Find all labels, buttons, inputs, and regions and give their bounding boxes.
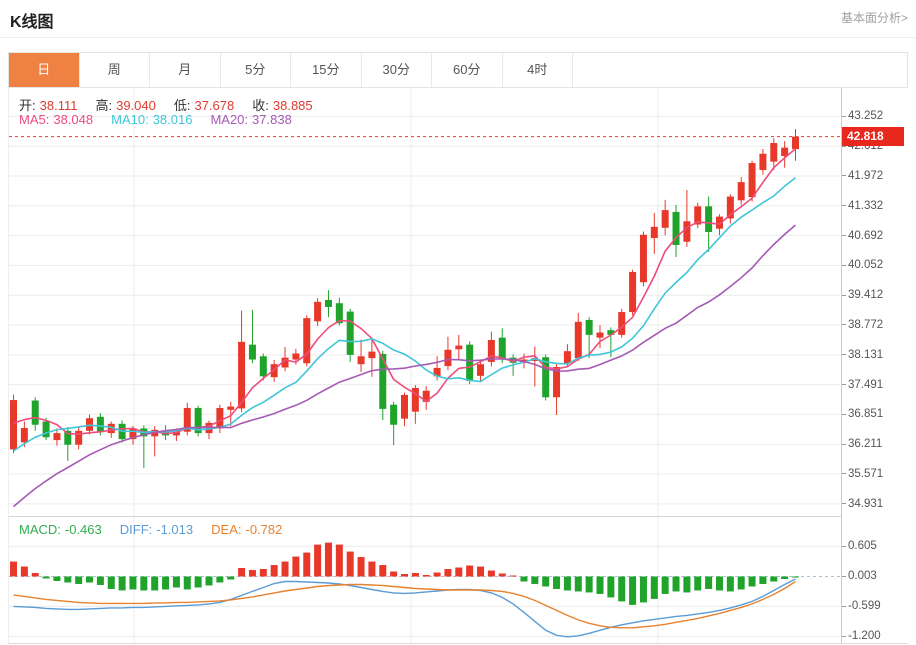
price-axis: 43.252 42.612 41.972 41.332 40.692 40.052 39.4… — [841, 88, 909, 643]
period-tab-0[interactable]: 日 — [9, 53, 80, 87]
fundamental-analysis-link[interactable]: 基本面分析> — [840, 11, 908, 25]
axis-tick-main-7: 38.772 — [842, 319, 883, 331]
axis-tick-main-4: 40.692 — [842, 230, 883, 242]
axis-tick-main-8: 38.131 — [842, 349, 883, 361]
ma-row-ma20: MA20: 37.838 — [210, 112, 292, 127]
axis-tick-main-11: 36.211 — [842, 438, 882, 450]
macd-plot — [9, 517, 841, 643]
axis-tick-macd-2: -0.599 — [842, 600, 881, 612]
axis-tick-main-6: 39.412 — [842, 289, 883, 301]
ohlc-row-open: 开: 38.111 — [19, 98, 78, 113]
axis-tick-main-2: 41.972 — [842, 170, 883, 182]
period-tab-3[interactable]: 5分 — [220, 53, 291, 87]
macd-row-diff: DIFF: -1.013 — [119, 522, 194, 537]
axis-tick-macd-0: 0.605 — [842, 540, 877, 552]
candlestick-plot — [9, 88, 841, 516]
ma-row-ma10: MA10: 38.016 — [111, 112, 193, 127]
main-chart-canvas[interactable]: 开: 38.111 高: 39.040 低: 37.678 收: 38.885 MA5: 38.… — [9, 88, 841, 516]
macd-chart-canvas[interactable]: MACD: -0.463 DIFF: -1.013 DEA: -0.782 — [9, 517, 841, 643]
macd-row-macd: MACD: -0.463 — [19, 522, 102, 537]
period-tab-2[interactable]: 月 — [150, 53, 221, 87]
axis-tick-macd-1: 0.003 — [842, 570, 877, 582]
axis-tick-main-12: 35.571 — [842, 468, 883, 480]
period-tab-5[interactable]: 30分 — [361, 53, 432, 87]
ma-legend: MA5: 38.048 MA10: 38.016 MA20: 37.838 — [19, 112, 310, 127]
axis-tick-main-13: 34.931 — [842, 498, 883, 510]
macd-row-dea: DEA: -0.782 — [211, 522, 283, 537]
period-tab-1[interactable]: 周 — [79, 53, 150, 87]
axis-tick-main-9: 37.491 — [842, 379, 883, 391]
axis-tick-main-10: 36.851 — [842, 408, 883, 420]
page-title: K线图 — [10, 14, 54, 31]
period-tab-7[interactable]: 4时 — [502, 53, 573, 87]
period-tab-6[interactable]: 60分 — [432, 53, 503, 87]
axis-tick-main-5: 40.052 — [842, 259, 883, 271]
axis-tick-macd-3: -1.200 — [842, 630, 881, 642]
period-tabbar: 日周月 5分 15分 30分 60分 4时 — [8, 52, 908, 88]
current-price-badge: 42.818 — [842, 127, 904, 146]
period-tab-4[interactable]: 15分 — [291, 53, 362, 87]
ohlc-row-close: 收: 38.885 — [252, 98, 313, 113]
ohlc-row-low: 低: 37.678 — [173, 98, 235, 113]
ohlc-row-high: 高: 39.040 — [95, 98, 156, 113]
ohlc-readout: 开: 38.111 高: 39.040 低: 37.678 收: 38.885 — [19, 95, 331, 114]
panel-divider — [9, 516, 841, 517]
ma-row-ma5: MA5: 38.048 — [19, 112, 94, 127]
axis-tick-main-0: 43.252 — [842, 110, 883, 122]
macd-legend: MACD: -0.463 DIFF: -1.013 DEA: -0.782 — [19, 522, 300, 537]
page-header: K线图 基本面分析> — [0, 0, 916, 38]
kline-chart-container: 开: 38.111 高: 39.040 低: 37.678 收: 38.885 MA5: 38.… — [8, 88, 909, 644]
axis-tick-main-3: 41.332 — [842, 200, 883, 212]
